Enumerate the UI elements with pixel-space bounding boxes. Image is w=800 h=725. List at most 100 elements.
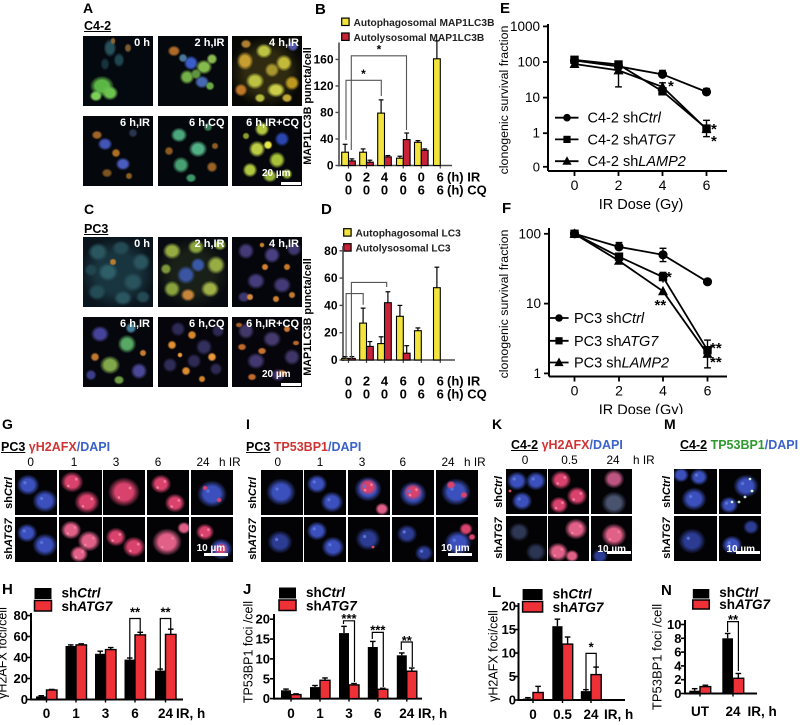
svg-text:Autolysosomal MAP1LC3B: Autolysosomal MAP1LC3B bbox=[354, 33, 485, 44]
svg-text:0: 0 bbox=[509, 693, 516, 708]
svg-text:0: 0 bbox=[287, 706, 295, 721]
svg-text:2: 2 bbox=[674, 672, 681, 687]
svg-text:5: 5 bbox=[263, 671, 270, 686]
svg-text:6: 6 bbox=[437, 374, 444, 389]
svg-text:10: 10 bbox=[667, 617, 681, 632]
svg-text:1: 1 bbox=[317, 455, 324, 469]
svg-text:3: 3 bbox=[102, 706, 110, 721]
svg-text:C4-2 shCtrl: C4-2 shCtrl bbox=[588, 111, 662, 127]
svg-text:0: 0 bbox=[345, 183, 352, 198]
svg-text:24: 24 bbox=[441, 455, 455, 469]
svg-text:6: 6 bbox=[704, 383, 712, 399]
svg-text:2: 2 bbox=[363, 170, 370, 185]
svg-text:2: 2 bbox=[615, 383, 623, 399]
svg-text:IR, h: IR, h bbox=[604, 707, 633, 722]
svg-text:0: 0 bbox=[529, 707, 537, 722]
svg-text:0: 0 bbox=[418, 170, 425, 185]
svg-text:40: 40 bbox=[324, 298, 338, 312]
svg-text:Autolysosomal LC3: Autolysosomal LC3 bbox=[356, 243, 451, 254]
svg-text:*: * bbox=[361, 67, 366, 81]
svg-text:15: 15 bbox=[502, 622, 516, 637]
svg-text:0: 0 bbox=[533, 159, 540, 174]
svg-text:L: L bbox=[492, 584, 501, 601]
svg-text:0: 0 bbox=[674, 686, 681, 701]
svg-text:20: 20 bbox=[502, 599, 516, 614]
svg-text:80: 80 bbox=[320, 105, 334, 119]
svg-text:MAP1LC3B puncta/cell: MAP1LC3B puncta/cell bbox=[302, 258, 314, 376]
svg-text:0: 0 bbox=[363, 183, 370, 198]
svg-text:20: 20 bbox=[256, 612, 270, 627]
svg-text:shCtrl: shCtrl bbox=[553, 587, 592, 602]
svg-text:2: 2 bbox=[363, 374, 370, 389]
svg-text:shATG7: shATG7 bbox=[719, 597, 771, 612]
svg-text:clonogenic survival fraction: clonogenic survival fraction bbox=[497, 230, 511, 379]
svg-text:**: ** bbox=[402, 633, 413, 648]
svg-text:0.5: 0.5 bbox=[561, 453, 578, 467]
svg-text:**: ** bbox=[710, 340, 722, 357]
svg-text:20: 20 bbox=[324, 326, 338, 340]
svg-text:80: 80 bbox=[324, 244, 338, 258]
svg-text:120: 120 bbox=[313, 79, 333, 93]
svg-text:γH2AFX foci/cell: γH2AFX foci/cell bbox=[0, 607, 10, 699]
svg-text:15: 15 bbox=[256, 632, 270, 647]
svg-text:0: 0 bbox=[522, 453, 529, 467]
svg-text:10: 10 bbox=[525, 90, 540, 105]
svg-text:D: D bbox=[321, 201, 332, 218]
svg-text:shATG7: shATG7 bbox=[306, 599, 358, 614]
svg-text:6: 6 bbox=[674, 645, 681, 660]
svg-text:4: 4 bbox=[381, 170, 389, 185]
svg-text:0: 0 bbox=[571, 177, 579, 193]
svg-text:0: 0 bbox=[381, 183, 388, 198]
svg-text:0: 0 bbox=[327, 159, 334, 173]
svg-text:0: 0 bbox=[27, 455, 34, 469]
svg-text:IR Dose (Gy): IR Dose (Gy) bbox=[599, 403, 684, 415]
svg-text:0: 0 bbox=[345, 170, 352, 185]
svg-text:shATG7: shATG7 bbox=[553, 600, 605, 615]
svg-text:TP53BP1 foci /cell: TP53BP1 foci /cell bbox=[650, 604, 665, 710]
svg-text:IR Dose (Gy): IR Dose (Gy) bbox=[599, 197, 684, 213]
svg-text:**: ** bbox=[710, 354, 722, 371]
svg-text:B: B bbox=[315, 1, 326, 18]
svg-text:C4-2 shATG7: C4-2 shATG7 bbox=[588, 132, 677, 148]
svg-text:0: 0 bbox=[275, 455, 282, 469]
svg-text:0: 0 bbox=[21, 692, 28, 707]
svg-text:shCtrl: shCtrl bbox=[62, 586, 101, 601]
svg-text:0: 0 bbox=[400, 387, 407, 402]
svg-text:80: 80 bbox=[14, 608, 28, 623]
svg-text:3: 3 bbox=[113, 455, 120, 469]
svg-text:24: 24 bbox=[725, 704, 741, 719]
svg-text:0: 0 bbox=[571, 383, 579, 399]
svg-text:0: 0 bbox=[381, 387, 388, 402]
svg-text:6: 6 bbox=[437, 170, 444, 185]
svg-text:160: 160 bbox=[313, 52, 333, 66]
svg-text:H: H bbox=[2, 581, 13, 598]
svg-text:**: ** bbox=[160, 605, 171, 620]
svg-text:***: *** bbox=[370, 623, 386, 638]
svg-text:1: 1 bbox=[532, 126, 540, 141]
svg-text:Autophagosomal LC3: Autophagosomal LC3 bbox=[356, 229, 462, 240]
svg-text:(h) CQ: (h) CQ bbox=[447, 387, 487, 402]
svg-text:J: J bbox=[243, 581, 251, 598]
svg-text:6: 6 bbox=[400, 170, 407, 185]
svg-text:6: 6 bbox=[155, 455, 162, 469]
svg-text:4: 4 bbox=[381, 374, 389, 389]
svg-text:0: 0 bbox=[418, 374, 425, 389]
svg-text:10: 10 bbox=[502, 646, 516, 661]
svg-text:10: 10 bbox=[526, 296, 541, 311]
svg-text:PC3 shATG7: PC3 shATG7 bbox=[574, 334, 659, 350]
svg-text:h IR: h IR bbox=[219, 455, 241, 469]
svg-text:**: ** bbox=[728, 612, 739, 627]
svg-text:clonogenic survival fraction: clonogenic survival fraction bbox=[497, 26, 511, 175]
svg-text:MAP1LC3B puncta/cell: MAP1LC3B puncta/cell bbox=[302, 47, 314, 165]
svg-text:*: * bbox=[377, 43, 382, 57]
svg-text:0.5: 0.5 bbox=[553, 707, 572, 722]
svg-text:*: * bbox=[589, 640, 595, 655]
svg-text:***: *** bbox=[341, 611, 357, 626]
svg-text:8: 8 bbox=[674, 631, 681, 646]
svg-text:24: 24 bbox=[606, 453, 620, 467]
svg-text:0: 0 bbox=[43, 706, 51, 721]
svg-text:1: 1 bbox=[316, 706, 324, 721]
svg-text:24: 24 bbox=[583, 707, 599, 722]
svg-text:E: E bbox=[500, 0, 510, 17]
svg-text:24: 24 bbox=[158, 706, 174, 721]
